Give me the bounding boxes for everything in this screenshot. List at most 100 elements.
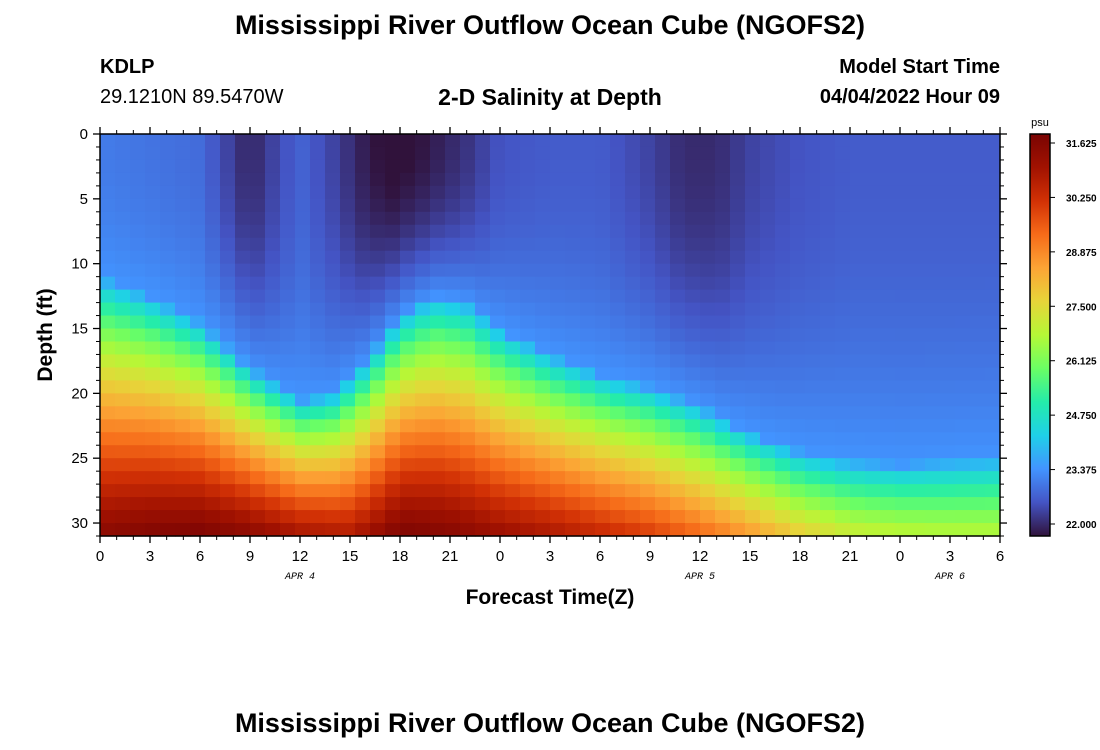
heatmap-cell bbox=[985, 367, 1001, 381]
heatmap-cell bbox=[775, 380, 791, 394]
heatmap-cell bbox=[205, 211, 221, 226]
heatmap-cell bbox=[340, 134, 356, 148]
heatmap-cell bbox=[130, 484, 146, 498]
heatmap-cell bbox=[925, 328, 941, 343]
heatmap-cell bbox=[535, 315, 551, 330]
heatmap-cell bbox=[535, 211, 551, 226]
heatmap-cell bbox=[535, 445, 551, 459]
heatmap-cell bbox=[865, 458, 881, 472]
colorbar-tick-label: 26.125 bbox=[1066, 357, 1097, 368]
heatmap-cell bbox=[280, 341, 296, 356]
heatmap-cell bbox=[610, 484, 626, 498]
heatmap-cell bbox=[850, 276, 866, 291]
heatmap-cell bbox=[940, 276, 956, 291]
heatmap-cell bbox=[325, 406, 341, 420]
heatmap-cell bbox=[835, 185, 851, 200]
heatmap-cell bbox=[220, 185, 236, 200]
heatmap-cell bbox=[535, 406, 551, 420]
heatmap-cell bbox=[595, 302, 611, 317]
heatmap-cell bbox=[460, 211, 476, 226]
heatmap-cell bbox=[625, 458, 641, 472]
heatmap-cell bbox=[580, 276, 596, 291]
heatmap-cell bbox=[160, 445, 176, 459]
heatmap-cell bbox=[205, 263, 221, 278]
heatmap-cell bbox=[175, 185, 191, 200]
heatmap-cell bbox=[550, 523, 566, 537]
heatmap-cell bbox=[685, 302, 701, 317]
x-tick-label: 18 bbox=[392, 548, 409, 565]
heatmap-cell bbox=[970, 484, 986, 498]
heatmap-cell bbox=[145, 497, 161, 511]
heatmap-cell bbox=[100, 380, 116, 394]
heatmap-cell bbox=[145, 458, 161, 472]
heatmap-cell bbox=[865, 237, 881, 252]
heatmap-cell bbox=[880, 367, 896, 381]
heatmap-cell bbox=[805, 523, 821, 537]
heatmap-cell bbox=[400, 419, 416, 433]
heatmap-cell bbox=[640, 380, 656, 394]
heatmap-cell bbox=[880, 159, 896, 174]
heatmap-cell bbox=[430, 471, 446, 485]
heatmap-cell bbox=[505, 341, 521, 356]
heatmap-cell bbox=[640, 211, 656, 226]
heatmap-cell bbox=[160, 328, 176, 343]
heatmap-cell bbox=[925, 211, 941, 226]
heatmap-cell bbox=[520, 276, 536, 291]
heatmap-cell bbox=[355, 289, 371, 304]
heatmap-cell bbox=[370, 315, 386, 330]
heatmap-cell bbox=[505, 263, 521, 278]
heatmap-cell bbox=[595, 419, 611, 433]
heatmap-cell bbox=[460, 159, 476, 174]
heatmap-cell bbox=[925, 159, 941, 174]
heatmap-cell bbox=[370, 471, 386, 485]
heatmap-cell bbox=[250, 367, 266, 381]
heatmap-cell bbox=[265, 237, 281, 252]
heatmap-cell bbox=[145, 276, 161, 291]
heatmap-cell bbox=[130, 432, 146, 446]
heatmap-cell bbox=[685, 341, 701, 356]
y-tick-label: 0 bbox=[80, 126, 88, 143]
x-axis-label: Forecast Time(Z) bbox=[466, 586, 635, 609]
heatmap-cell bbox=[250, 484, 266, 498]
heatmap-cell bbox=[490, 523, 506, 537]
y-axis-label: Depth (ft) bbox=[34, 288, 57, 381]
heatmap-cell bbox=[640, 263, 656, 278]
heatmap-cell bbox=[505, 134, 521, 148]
heatmap-cell bbox=[205, 134, 221, 148]
heatmap-cell bbox=[205, 471, 221, 485]
heatmap-cell bbox=[295, 185, 311, 200]
heatmap-cell bbox=[610, 172, 626, 187]
heatmap-cell bbox=[355, 510, 371, 524]
heatmap-cell bbox=[355, 185, 371, 200]
heatmap-cell bbox=[490, 302, 506, 317]
heatmap-cell bbox=[565, 341, 581, 356]
heatmap-cell bbox=[100, 510, 116, 524]
heatmap-cell bbox=[205, 510, 221, 524]
heatmap-cell bbox=[745, 134, 761, 148]
heatmap-cell bbox=[910, 380, 926, 394]
heatmap-cell bbox=[640, 523, 656, 537]
heatmap-cell bbox=[580, 315, 596, 330]
heatmap-cell bbox=[400, 471, 416, 485]
heatmap-cell bbox=[520, 289, 536, 304]
heatmap-cell bbox=[910, 341, 926, 356]
heatmap-cell bbox=[490, 458, 506, 472]
heatmap-cell bbox=[310, 432, 326, 446]
heatmap-cell bbox=[430, 380, 446, 394]
heatmap-cell bbox=[190, 198, 206, 213]
heatmap-cell bbox=[370, 367, 386, 381]
heatmap-cell bbox=[940, 484, 956, 498]
heatmap-cell bbox=[910, 224, 926, 239]
heatmap-cell bbox=[850, 341, 866, 356]
heatmap-cell bbox=[940, 302, 956, 317]
heatmap-cell bbox=[265, 458, 281, 472]
heatmap-cell bbox=[445, 510, 461, 524]
heatmap-cell bbox=[940, 146, 956, 161]
heatmap-cell bbox=[235, 185, 251, 200]
heatmap-cell bbox=[910, 315, 926, 330]
heatmap-cell bbox=[820, 445, 836, 459]
heatmap-cell bbox=[775, 523, 791, 537]
heatmap-cell bbox=[865, 315, 881, 330]
heatmap-cell bbox=[580, 224, 596, 239]
heatmap-cell bbox=[985, 315, 1001, 330]
